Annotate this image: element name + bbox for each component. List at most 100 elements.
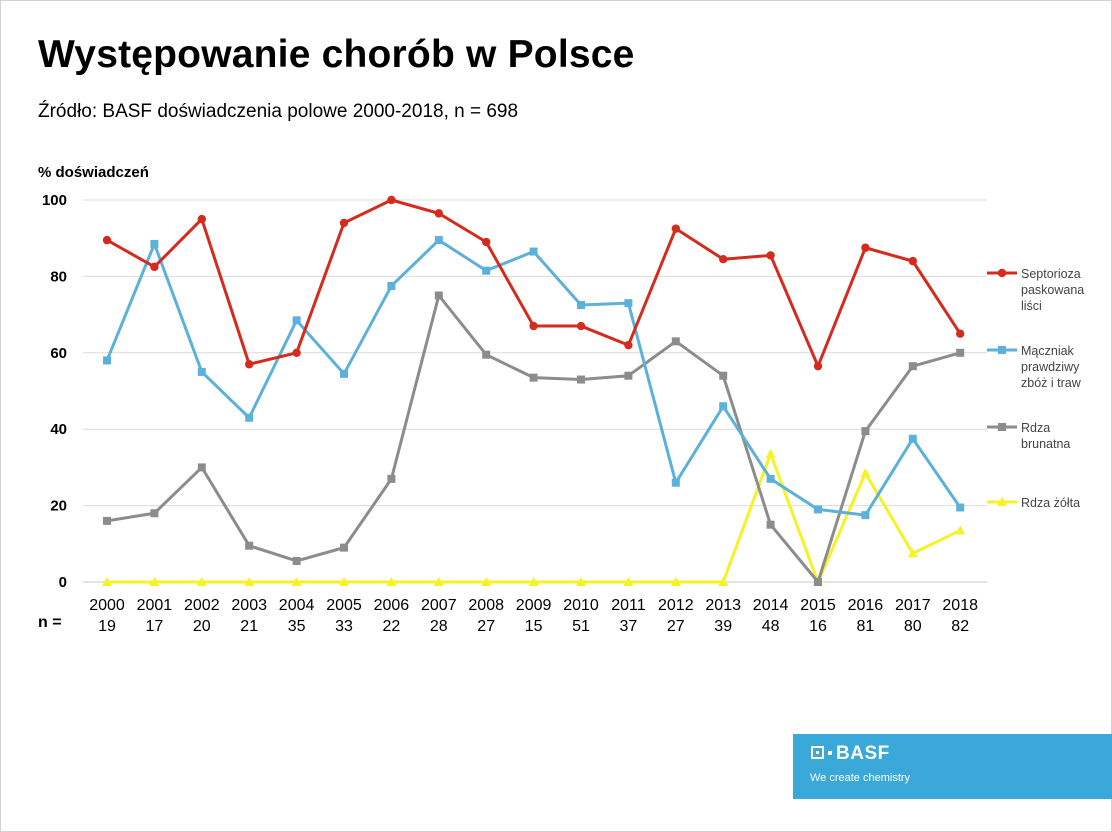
data-point (670, 577, 681, 586)
x-tick-label: 2013 (705, 597, 741, 614)
data-point (624, 371, 633, 380)
n-value-label: 82 (951, 618, 969, 635)
n-value-label: 33 (335, 618, 353, 635)
slide-title: Występowanie chorób w Polsce (38, 33, 635, 76)
legend-label: liści (1021, 299, 1042, 313)
data-point (387, 474, 396, 483)
data-point (292, 316, 301, 325)
n-value-label: 21 (240, 618, 258, 635)
x-tick-label: 2005 (326, 597, 362, 614)
data-point (482, 237, 491, 247)
data-point (671, 224, 680, 233)
x-tick-label: 2008 (468, 597, 504, 614)
data-point (434, 209, 443, 218)
series-line (107, 452, 961, 584)
data-point (955, 525, 966, 535)
y-tick-label: 40 (50, 421, 67, 438)
legend-label: paskowana (1021, 283, 1084, 297)
data-point (386, 577, 397, 586)
n-value-label: 20 (193, 618, 211, 635)
n-value-label: 27 (667, 618, 685, 635)
data-point (434, 291, 443, 300)
x-tick-label: 2006 (374, 597, 410, 614)
legend-marker (998, 346, 1006, 354)
n-value-label: 51 (572, 618, 590, 635)
data-point (907, 548, 918, 558)
data-point (861, 511, 870, 520)
x-tick-label: 2010 (563, 597, 599, 614)
logo-name: BASF (836, 743, 890, 764)
data-point (197, 214, 206, 224)
data-point (624, 299, 633, 308)
data-point (482, 266, 491, 275)
legend-label: Rdza (1021, 421, 1050, 435)
data-point (908, 362, 917, 371)
data-point (482, 350, 491, 359)
y-tick-label: 80 (50, 268, 67, 285)
legend-label: prawdziwy (1021, 360, 1080, 374)
data-point (150, 239, 159, 248)
data-point (719, 371, 728, 380)
data-point (671, 337, 680, 346)
x-tick-label: 2011 (611, 597, 646, 614)
data-point (718, 577, 729, 586)
n-value-label: 37 (620, 618, 638, 635)
data-point (481, 577, 492, 586)
data-point (102, 577, 112, 586)
n-value-label: 22 (383, 618, 401, 635)
data-point (339, 577, 349, 586)
y-tick-label: 0 (59, 574, 67, 591)
data-point (196, 577, 207, 586)
data-point (576, 321, 586, 331)
data-point (861, 243, 870, 252)
data-point (150, 262, 159, 272)
data-point (245, 541, 254, 550)
basf-logo: BASF We create chemistry (793, 734, 1112, 799)
data-point (813, 361, 823, 371)
n-value-label: 27 (477, 618, 495, 635)
legend-label: zbóż i traw (1021, 376, 1082, 390)
legend-marker (998, 423, 1006, 431)
data-point (292, 556, 301, 565)
x-tick-label: 2018 (942, 597, 978, 614)
data-point (340, 543, 348, 552)
data-point (956, 329, 965, 338)
legend-label: Septorioza (1021, 267, 1081, 281)
x-tick-label: 2012 (658, 597, 694, 614)
n-value-label: 28 (430, 618, 448, 635)
x-tick-label: 2004 (279, 597, 315, 614)
data-point (529, 321, 538, 331)
data-point (765, 449, 776, 459)
legend-marker (997, 268, 1007, 278)
n-value-label: 48 (762, 618, 780, 635)
data-point (150, 509, 159, 518)
logo-tagline: We create chemistry (810, 772, 911, 784)
x-tick-label: 2017 (895, 597, 931, 614)
x-tick-label: 2001 (137, 597, 173, 614)
data-point (292, 348, 301, 357)
legend-label: Mączniak (1021, 344, 1075, 358)
data-point (908, 256, 917, 266)
data-point (245, 413, 254, 422)
data-point (149, 577, 160, 586)
x-tick-label: 2015 (800, 597, 836, 614)
data-point (814, 505, 822, 514)
data-point (577, 301, 585, 310)
data-point (766, 251, 775, 260)
x-tick-label: 2009 (516, 597, 552, 614)
y-tick-label: 20 (50, 498, 67, 515)
data-point (103, 516, 111, 525)
data-point (908, 434, 917, 443)
n-value-label: 39 (714, 618, 732, 635)
data-point (529, 247, 538, 256)
data-point (433, 577, 444, 586)
data-point (719, 402, 728, 411)
legend-marker (997, 497, 1007, 506)
n-value-label: 81 (857, 618, 875, 635)
n-value-label: 80 (904, 618, 922, 635)
data-point (339, 218, 349, 228)
data-point (956, 503, 965, 512)
data-point (624, 340, 633, 350)
data-point (719, 255, 728, 264)
